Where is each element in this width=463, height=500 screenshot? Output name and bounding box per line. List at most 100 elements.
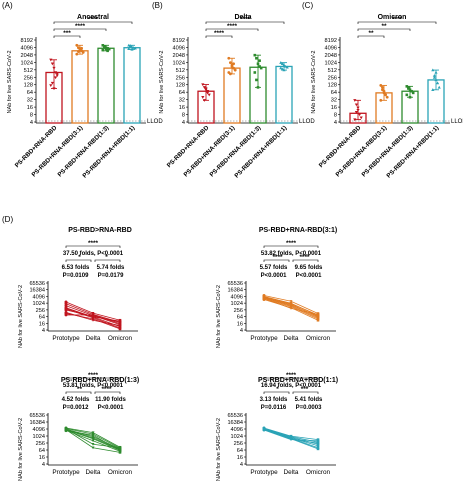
significance-label: * [276, 386, 279, 393]
data-point [385, 95, 389, 99]
y-tick-label: 65536 [29, 413, 45, 419]
significance-bracket [292, 259, 319, 262]
p-value-annotation: P<0.0001 [261, 273, 288, 279]
y-tick-label: 4 [240, 462, 243, 468]
significance-bracket [205, 21, 285, 24]
data-point [353, 118, 357, 122]
data-point [91, 437, 95, 441]
data-point [52, 66, 56, 70]
y-tick-label: 8 [334, 113, 337, 119]
data-point [106, 46, 109, 50]
chart-title: Omicron [378, 14, 407, 21]
data-point [50, 62, 54, 66]
y-tick-label: 64 [179, 90, 185, 96]
significance-label: * [78, 254, 81, 261]
data-point [434, 70, 438, 74]
data-point [202, 99, 206, 102]
y-tick-label: 1024 [21, 60, 33, 66]
data-point [408, 88, 412, 92]
significance-bracket [94, 259, 121, 262]
fold-annotation: 5.41 folds [295, 397, 323, 403]
significance-bracket [205, 28, 259, 31]
data-point [356, 108, 360, 112]
fold-annotation: 4.52 folds [62, 397, 90, 403]
fold-annotation: 5.74 folds [97, 265, 125, 271]
data-point [316, 444, 320, 447]
data-point [255, 78, 258, 82]
data-point [282, 68, 286, 72]
y-tick-label: 2048 [173, 53, 185, 59]
data-point [381, 85, 384, 89]
y-tick-label: 16 [39, 321, 45, 327]
x-tick-label: Omicron [108, 335, 133, 342]
y-tick-label: 128 [24, 83, 33, 89]
llod-label: LLOD [451, 119, 463, 125]
data-point [91, 319, 95, 322]
significance-label: ** [368, 30, 374, 37]
x-tick-label: Prototype [250, 469, 278, 476]
y-axis-label: NAb for live SARS-CoV-2 [7, 50, 13, 113]
x-tick-label: PS-RBD+RNA+RBD(1:1) [385, 124, 440, 179]
significance-bracket [263, 391, 290, 394]
significance-label: **** [88, 240, 99, 247]
significance-bracket [94, 391, 121, 394]
panel-label-b: (B) [152, 1, 163, 10]
significance-label: **** [88, 372, 99, 379]
significance-bracket [357, 28, 411, 31]
y-tick-label: 16 [179, 105, 185, 111]
data-point [353, 99, 357, 102]
y-axis-label: NAb for live SARS-CoV-2 [159, 50, 165, 113]
fold-annotation: 9.65 folds [295, 265, 323, 271]
panel-d2: PS-RBD+RNA-RBD(3:1) NAb for live SARS-CoV… [216, 227, 337, 348]
data-point [229, 72, 232, 76]
data-point [80, 46, 83, 50]
data-point [358, 113, 362, 117]
data-point [55, 74, 59, 78]
y-tick-label: 256 [234, 308, 243, 314]
y-tick-label: 32 [331, 98, 337, 104]
data-point [133, 46, 137, 50]
data-point [436, 81, 440, 85]
data-point [75, 43, 79, 47]
significance-bracket [65, 377, 121, 380]
data-point [437, 85, 441, 89]
y-tick-label: 4096 [231, 294, 243, 300]
p-value-annotation: P=0.0012 [63, 405, 90, 411]
data-point [91, 439, 95, 443]
data-point [354, 103, 358, 107]
data-point [54, 76, 58, 80]
significance-label: **** [392, 16, 403, 23]
data-point [130, 47, 134, 51]
data-point [101, 44, 105, 47]
y-tick-label: 4 [240, 328, 243, 334]
y-tick-label: 8192 [173, 38, 185, 44]
x-tick-label: Delta [86, 335, 101, 342]
y-tick-label: 16 [39, 455, 45, 461]
y-axis-label: NAb for live SARS-CoV-2 [18, 285, 24, 348]
y-tick-label: 16384 [227, 420, 243, 426]
data-point [49, 58, 53, 62]
data-point [75, 52, 79, 56]
data-point [118, 451, 122, 454]
y-tick-label: 256 [36, 308, 45, 314]
significance-label: **** [299, 254, 310, 261]
x-tick-label: PS-RBD+RNA-RBD(1:3) [56, 124, 110, 178]
data-point [101, 48, 105, 52]
x-tick-label: Prototype [52, 469, 80, 476]
data-point [207, 93, 211, 97]
y-tick-label: 4 [42, 328, 45, 334]
data-point [282, 63, 286, 67]
data-point [64, 313, 68, 317]
data-point [316, 439, 320, 443]
y-tick-label: 256 [328, 75, 337, 81]
data-point [289, 438, 293, 442]
significance-bracket [292, 391, 319, 394]
x-tick-label: PS-RBD+RNA-RBD(3:1) [334, 124, 388, 178]
significance-bracket [263, 245, 319, 248]
data-point [64, 306, 68, 310]
data-point [50, 81, 54, 85]
data-point [258, 65, 261, 68]
data-point [233, 68, 237, 72]
data-point [128, 44, 132, 47]
significance-label: * [105, 254, 108, 261]
